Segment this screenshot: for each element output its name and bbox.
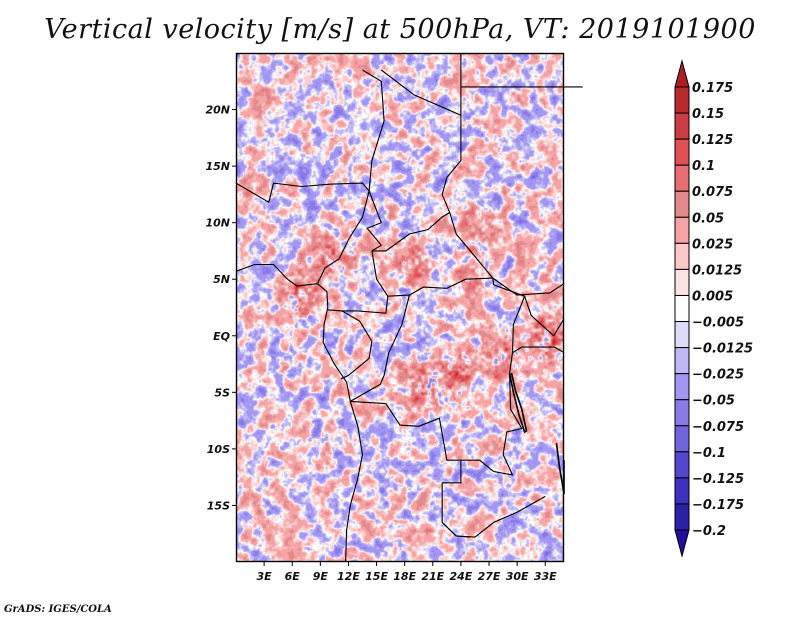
colorbar-label: 0.125 bbox=[692, 133, 733, 148]
colorbar-label: −0.025 bbox=[692, 368, 744, 383]
plot-area bbox=[235, 52, 583, 563]
x-tick-label: 33E bbox=[534, 570, 557, 583]
colorbar-label: 0.1 bbox=[692, 159, 715, 174]
y-tick-label: 10S bbox=[207, 443, 230, 456]
colorbar-swatch bbox=[674, 242, 690, 270]
x-tick-label: 24E bbox=[450, 570, 473, 583]
colorbar-under-arrow bbox=[674, 529, 690, 558]
border-gabon-congo bbox=[340, 310, 373, 380]
colorbar-label: 0.075 bbox=[692, 185, 733, 200]
y-axis: 20N 15N 10N 5N EQ 5S 10S 15S bbox=[205, 104, 236, 512]
colorbar-label: −0.005 bbox=[692, 316, 744, 331]
vertical-velocity-field bbox=[236, 53, 564, 562]
plot-frame bbox=[235, 52, 565, 563]
x-tick-label: 21E bbox=[421, 570, 444, 583]
lake-tanganyika bbox=[508, 372, 528, 434]
colorbar-over-arrow bbox=[674, 59, 690, 88]
colorbar-label: −0.1 bbox=[692, 446, 726, 461]
colorbar-swatch bbox=[674, 138, 690, 166]
country-borders bbox=[235, 52, 583, 563]
border-chad-west bbox=[362, 69, 385, 192]
border-cameroon-south bbox=[327, 250, 389, 314]
border-congo-drc bbox=[350, 294, 410, 402]
chart-title: Vertical velocity [m/s] at 500hPa, VT: 2… bbox=[44, 14, 756, 45]
colorbar-swatch bbox=[674, 399, 690, 427]
y-tick-label: EQ bbox=[213, 330, 230, 343]
border-zambia-south bbox=[441, 495, 546, 538]
colorbar-label: 0.05 bbox=[692, 211, 724, 226]
y-tick-label: 15S bbox=[207, 499, 230, 512]
colorbar-label: −0.05 bbox=[692, 394, 735, 409]
border-niger-nigeria bbox=[235, 182, 370, 204]
border-cameroon-chad bbox=[366, 190, 383, 252]
colorbar-swatch bbox=[674, 86, 690, 114]
colorbar-swatch bbox=[674, 190, 690, 218]
colorbar-swatch bbox=[674, 477, 690, 505]
colorbar-swatch bbox=[674, 112, 690, 140]
border-libya-chad bbox=[380, 69, 462, 116]
colorbar-swatch bbox=[674, 164, 690, 192]
colorbar-label: 0.175 bbox=[692, 81, 733, 96]
colorbar-label: 0.15 bbox=[692, 107, 724, 122]
x-tick-label: 3E bbox=[257, 570, 273, 583]
x-tick-label: 30E bbox=[506, 570, 529, 583]
x-tick-label: 9E bbox=[313, 570, 329, 583]
border-sudan-west bbox=[441, 53, 462, 240]
colorbar-label: −0.175 bbox=[692, 498, 744, 513]
colorbar-swatch bbox=[674, 451, 690, 479]
border-sudan-south bbox=[460, 239, 565, 296]
colorbar-swatch bbox=[674, 268, 690, 296]
colorbar-label: 0.0125 bbox=[692, 263, 742, 278]
y-tick-label: 20N bbox=[205, 104, 230, 117]
y-tick-label: 10N bbox=[205, 217, 230, 230]
colorbar-swatch bbox=[674, 321, 690, 349]
colorbar-swatch bbox=[674, 373, 690, 401]
colorbar: 0.175 0.15 0.125 0.1 0.075 0.05 0.025 0.0125 0.0… bbox=[674, 59, 753, 558]
x-tick-label: 12E bbox=[337, 570, 360, 583]
x-tick-label: 15E bbox=[365, 570, 388, 583]
x-tick-label: 27E bbox=[478, 570, 501, 583]
border-uganda bbox=[524, 296, 565, 337]
colorbar-label: 0.005 bbox=[692, 289, 733, 304]
x-tick-label: 18E bbox=[393, 570, 416, 583]
colorbar-label: −0.125 bbox=[692, 472, 744, 487]
colorbar-swatch bbox=[674, 425, 690, 453]
colorbar-label: −0.2 bbox=[692, 524, 726, 539]
colorbar-swatch bbox=[674, 294, 690, 323]
y-tick-label: 5S bbox=[214, 386, 230, 399]
x-tick-label: 6E bbox=[285, 570, 301, 583]
x-axis: 3E 6E 9E 12E 15E 18E 21E 24E 27E 30E 33E bbox=[257, 562, 557, 583]
coast-gulf-guinea bbox=[235, 263, 364, 563]
colorbar-label: −0.0125 bbox=[692, 342, 753, 357]
border-car-north bbox=[371, 212, 450, 252]
y-tick-label: 15N bbox=[205, 160, 230, 173]
border-tanzania bbox=[512, 346, 565, 354]
colorbar-label: −0.075 bbox=[692, 420, 744, 435]
y-tick-label: 5N bbox=[213, 273, 230, 286]
colorbar-swatch bbox=[674, 216, 690, 244]
grads-credit: GrADS: IGES/COLA bbox=[4, 604, 112, 615]
colorbar-label: 0.025 bbox=[692, 237, 733, 252]
border-drc-east bbox=[460, 284, 526, 476]
colorbar-swatch bbox=[674, 503, 690, 531]
border-nigeria-cameroon bbox=[317, 190, 370, 284]
colorbar-swatch bbox=[674, 347, 690, 375]
